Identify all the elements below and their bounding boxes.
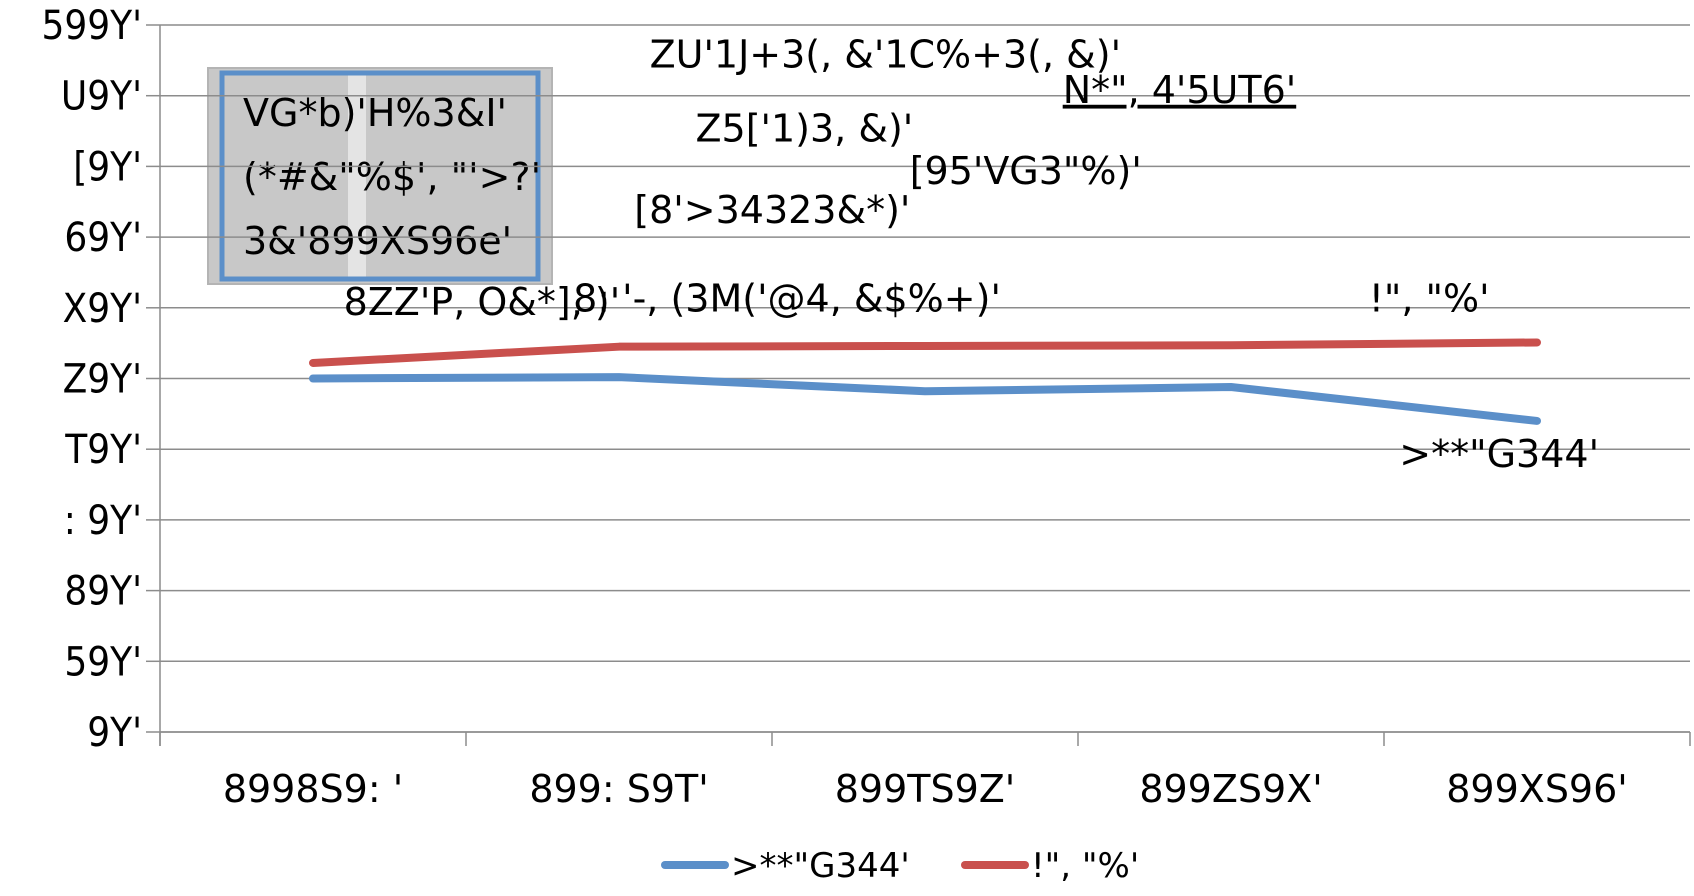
- data-point: [1230, 386, 1232, 388]
- annotation-label: [95'VG3"%)': [910, 149, 1142, 193]
- axes: [146, 24, 1691, 746]
- y-axis-ticks: 9Y' 59Y' 89Y' : 9Y' T9Y' Z9Y' X9Y' 69Y' [9Y' U9Y'…: [41, 3, 142, 756]
- legend-label: >**"G344': [731, 846, 910, 886]
- y-tick-label: 69Y': [64, 215, 142, 261]
- annotation-label: Z5['1)3, &)': [696, 107, 914, 151]
- y-tick-label: 599Y': [41, 3, 142, 49]
- y-tick-label: 59Y': [64, 639, 142, 685]
- annotation-label: 8ZZ'P, O&*], )': [344, 280, 621, 324]
- data-point: [1230, 344, 1232, 346]
- legend-label: !", "%': [1031, 846, 1139, 886]
- data-point: [618, 376, 620, 378]
- highlight-box-bevel: [348, 72, 366, 280]
- y-tick-label: [9Y': [73, 144, 142, 190]
- y-tick-label: T9Y': [64, 427, 142, 473]
- data-point: [924, 390, 926, 392]
- y-tick-label: X9Y': [63, 286, 142, 332]
- y-tick-label: 9Y': [87, 710, 142, 756]
- annotations: ZU'1J+3(, &'1C%+3(, &)'N*", 4'5UT6' Z5['1…: [344, 32, 1599, 475]
- data-point: [312, 378, 314, 379]
- x-tick-label: 899TS9Z': [835, 767, 1016, 811]
- x-tick-label: 899XS96': [1446, 767, 1627, 811]
- data-point: [312, 362, 314, 364]
- highlight-box-line: VG*b)'H%3&I': [243, 91, 507, 135]
- series-line-0: [309, 373, 1541, 425]
- annotation-label: 8: '-, (3M('@4, &$%+)': [573, 276, 1001, 320]
- data-point: [1536, 420, 1538, 422]
- annotation-label: >**"G344': [1399, 432, 1599, 476]
- series-lines: [309, 338, 1541, 425]
- x-axis-ticks: 8998S9: ' 899: S9T' 899TS9Z' 899ZS9X' 899XS9…: [223, 767, 1628, 811]
- y-tick-label: U9Y': [61, 74, 142, 120]
- y-tick-label: : 9Y': [64, 498, 142, 544]
- x-tick-label: 899ZS9X': [1139, 767, 1322, 811]
- annotation-label: N*", 4'5UT6': [1063, 68, 1297, 112]
- data-point: [924, 345, 926, 347]
- data-point: [618, 346, 620, 348]
- highlight-box: VG*b)'H%3&I' (*#&"%$', "'>?' 3&'899XS96e': [207, 67, 553, 285]
- y-tick-label: 89Y': [64, 569, 142, 615]
- highlight-box-line: 3&'899XS96e': [243, 219, 512, 263]
- annotation-label: ZU'1J+3(, &'1C%+3(, &)': [650, 32, 1121, 76]
- x-tick-label: 8998S9: ': [223, 767, 403, 811]
- x-tick-label: 899: S9T': [529, 767, 708, 811]
- y-tick-label: Z9Y': [63, 357, 142, 403]
- annotation-label: !", "%': [1369, 276, 1490, 320]
- highlight-box-border: [219, 70, 541, 282]
- annotation-label: [8'>34323&*)': [634, 188, 910, 232]
- data-point: [1536, 341, 1538, 343]
- legend: >**"G344' !", "%': [661, 846, 1139, 886]
- highlight-box-bg: [207, 67, 553, 285]
- highlight-box-line: (*#&"%$', "'>?': [243, 155, 541, 199]
